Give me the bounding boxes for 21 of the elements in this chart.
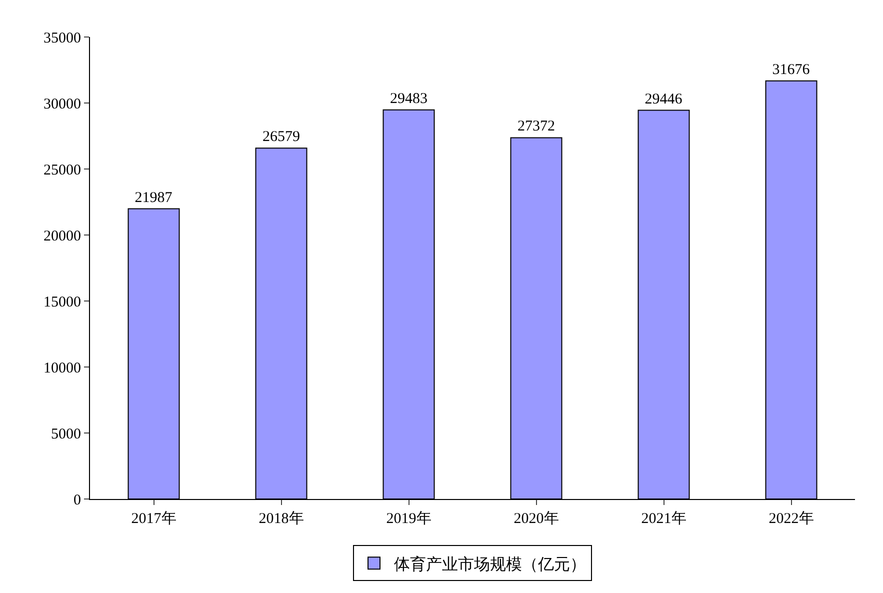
data-label: 26579 — [262, 129, 300, 146]
x-tick-label: 2021年 — [641, 510, 686, 527]
x-tick-label: 2020年 — [514, 510, 559, 527]
y-tick-label: 15000 — [44, 294, 81, 310]
y-tick-label: 25000 — [44, 162, 81, 178]
x-tick-label: 2019年 — [386, 510, 432, 527]
data-label: 29446 — [644, 91, 683, 108]
legend-label: 体育产业市场规模（亿元） — [394, 555, 586, 574]
x-tick-label: 2018年 — [258, 510, 304, 527]
y-tick-label: 5000 — [51, 426, 81, 442]
data-label: 29483 — [390, 90, 428, 107]
x-tick-label: 2022年 — [768, 510, 814, 527]
y-tick-label: 35000 — [44, 30, 81, 46]
data-label: 21987 — [134, 190, 173, 206]
y-tick-label: 20000 — [44, 228, 81, 244]
y-tick-label: 30000 — [44, 96, 81, 112]
y-tick-label: 10000 — [44, 360, 81, 376]
y-tick-label: 0 — [74, 492, 81, 508]
data-label: 27372 — [518, 118, 555, 135]
x-tick-label: 2017年 — [131, 510, 176, 527]
data-label: 31676 — [772, 62, 810, 78]
